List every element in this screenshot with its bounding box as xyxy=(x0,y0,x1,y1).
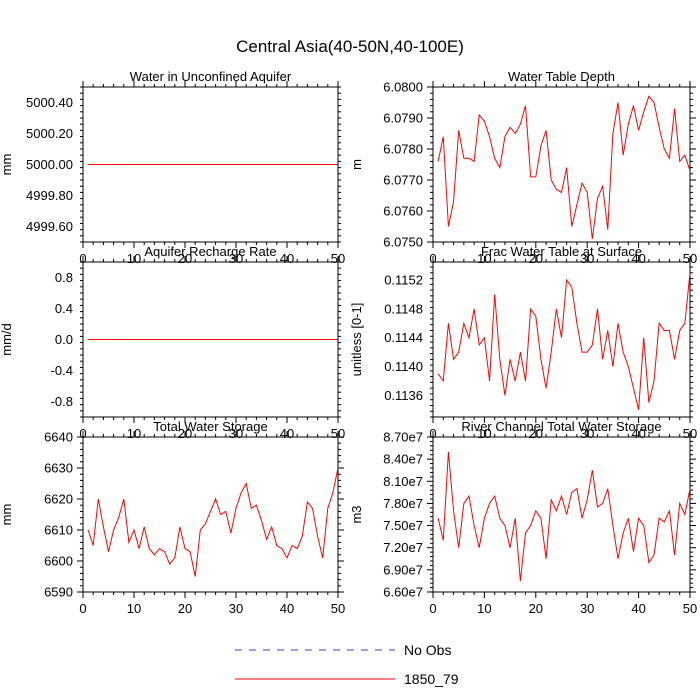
y-tick-label-aquifer-recharge-rate: -0.4 xyxy=(51,363,73,378)
y-axis-label-water-in-unconfined-aquifer: mm xyxy=(0,154,14,176)
panel-total-water-storage: Total Water Storage mm 0 10 20 30 40 50 6590 6600… xyxy=(0,419,345,616)
panel-title-water-in-unconfined-aquifer: Water in Unconfined Aquifer xyxy=(130,69,292,84)
panel-title-frac-water-table-at-surface: Frac Water Table at Surface xyxy=(481,244,642,259)
y-tick-label-river-channel-total-water-storage: 6.90e7 xyxy=(383,562,423,577)
y-tick-label-water-in-unconfined-aquifer: 5000.00 xyxy=(26,157,73,172)
series-line-frac-water-table-at-surface xyxy=(437,272,691,410)
x-tick-label-total-water-storage: 50 xyxy=(331,601,345,616)
panel-water-in-unconfined-aquifer: Water in Unconfined Aquifermm01020304050… xyxy=(0,69,345,266)
legend-1850-79-label: 1850_79 xyxy=(404,671,459,687)
y-axis-label-frac-water-table-at-surface: unitless [0-1] xyxy=(349,303,364,377)
y-tick-label-frac-water-table-at-surface: 0.1152 xyxy=(384,273,423,288)
y-tick-label-water-table-depth: 6.0780 xyxy=(383,142,423,157)
y-tick-label-aquifer-recharge-rate: 0.4 xyxy=(55,301,73,316)
y-tick-label-river-channel-total-water-storage: 8.70e7 xyxy=(383,430,423,445)
x-tick-label-total-water-storage: 20 xyxy=(178,601,192,616)
legend: No Obs 1850_79 xyxy=(235,642,459,687)
plot-frame-frac-water-table-at-surface xyxy=(432,261,691,418)
panel-water-table-depth: Water Table Depthm010203040506.07506.076… xyxy=(349,69,697,266)
y-axis-label-river-channel-total-water-storage: m3 xyxy=(349,505,364,523)
x-tick-label-river-channel-total-water-storage: 20 xyxy=(529,601,543,616)
y-axis-label-water-table-depth: m xyxy=(349,159,364,170)
y-tick-label-water-table-depth: 6.0800 xyxy=(383,80,423,95)
x-tick-label-total-water-storage: 40 xyxy=(280,601,294,616)
panel-title-aquifer-recharge-rate: Aquifer Recharge Rate xyxy=(144,244,276,259)
y-axis-label-total-water-storage: mm xyxy=(0,504,14,526)
y-tick-label-river-channel-total-water-storage: 6.60e7 xyxy=(383,585,423,600)
y-tick-label-water-table-depth: 6.0790 xyxy=(383,111,423,126)
series-line-total-water-storage xyxy=(87,467,339,577)
y-tick-label-water-table-depth: 6.0770 xyxy=(383,173,423,188)
y-tick-label-total-water-storage: 6640 xyxy=(44,430,73,445)
panel-aquifer-recharge-rate: Aquifer Recharge Ratemm/d01020304050-0.8… xyxy=(0,244,345,441)
figure-title: Central Asia(40-50N,40-100E) xyxy=(236,37,464,56)
x-tick-label-river-channel-total-water-storage: 50 xyxy=(683,601,697,616)
series-line-river-channel-total-water-storage xyxy=(437,451,691,581)
y-tick-label-water-table-depth: 6.0750 xyxy=(383,235,423,250)
x-tick-label-total-water-storage: 30 xyxy=(229,601,243,616)
y-tick-label-aquifer-recharge-rate: 0.8 xyxy=(55,270,73,285)
y-tick-label-total-water-storage: 6630 xyxy=(44,461,73,476)
panel-river-channel-total-water-storage: River Channel Total Water Storage m3 0 10 20… xyxy=(349,419,697,616)
x-tick-label-river-channel-total-water-storage: 0 xyxy=(429,601,436,616)
y-tick-label-water-in-unconfined-aquifer: 5000.20 xyxy=(26,126,73,141)
y-tick-label-total-water-storage: 6610 xyxy=(44,523,73,538)
y-tick-label-frac-water-table-at-surface: 0.1144 xyxy=(384,330,423,345)
y-tick-label-aquifer-recharge-rate: -0.8 xyxy=(51,394,73,409)
y-tick-label-frac-water-table-at-surface: 0.1136 xyxy=(384,388,423,403)
plot-frame-river-channel-total-water-storage xyxy=(432,436,691,593)
y-tick-label-river-channel-total-water-storage: 7.80e7 xyxy=(383,496,423,511)
y-tick-label-water-in-unconfined-aquifer: 4999.80 xyxy=(26,188,73,203)
panel-frac-water-table-at-surface: Frac Water Table at Surface unitless [0-1… xyxy=(349,244,697,441)
y-tick-label-total-water-storage: 6590 xyxy=(44,585,73,600)
x-tick-label-river-channel-total-water-storage: 40 xyxy=(631,601,645,616)
y-tick-label-water-table-depth: 6.0760 xyxy=(383,204,423,219)
y-tick-label-river-channel-total-water-storage: 7.50e7 xyxy=(383,518,423,533)
panel-title-water-table-depth: Water Table Depth xyxy=(508,69,615,84)
panels: Water in Unconfined Aquifer mm 0 10 20 30 40 50… xyxy=(0,69,697,616)
y-tick-label-water-in-unconfined-aquifer: 5000.40 xyxy=(26,95,73,110)
x-tick-label-river-channel-total-water-storage: 30 xyxy=(580,601,594,616)
x-tick-label-total-water-storage: 10 xyxy=(127,601,141,616)
series-line-water-table-depth xyxy=(437,95,691,239)
x-tick-label-river-channel-total-water-storage: 10 xyxy=(477,601,491,616)
panel-title-total-water-storage: Total Water Storage xyxy=(153,419,267,434)
plot-frame-water-table-depth xyxy=(432,86,691,243)
legend-no-obs-label: No Obs xyxy=(404,642,451,658)
y-tick-label-total-water-storage: 6620 xyxy=(44,492,73,507)
y-tick-label-water-in-unconfined-aquifer: 4999.60 xyxy=(26,219,73,234)
y-tick-label-river-channel-total-water-storage: 8.40e7 xyxy=(383,452,423,467)
x-tick-label-total-water-storage: 0 xyxy=(79,601,86,616)
y-tick-label-aquifer-recharge-rate: 0.0 xyxy=(55,332,73,347)
y-tick-label-total-water-storage: 6600 xyxy=(44,554,73,569)
y-tick-label-frac-water-table-at-surface: 0.1148 xyxy=(384,301,423,316)
y-tick-label-river-channel-total-water-storage: 7.20e7 xyxy=(383,540,423,555)
y-axis-label-aquifer-recharge-rate: mm/d xyxy=(0,323,14,356)
plot-frame-total-water-storage xyxy=(82,436,339,593)
y-tick-label-frac-water-table-at-surface: 0.1140 xyxy=(384,359,423,374)
panel-title-river-channel-total-water-storage: River Channel Total Water Storage xyxy=(461,419,661,434)
y-tick-label-river-channel-total-water-storage: 8.10e7 xyxy=(383,474,423,489)
